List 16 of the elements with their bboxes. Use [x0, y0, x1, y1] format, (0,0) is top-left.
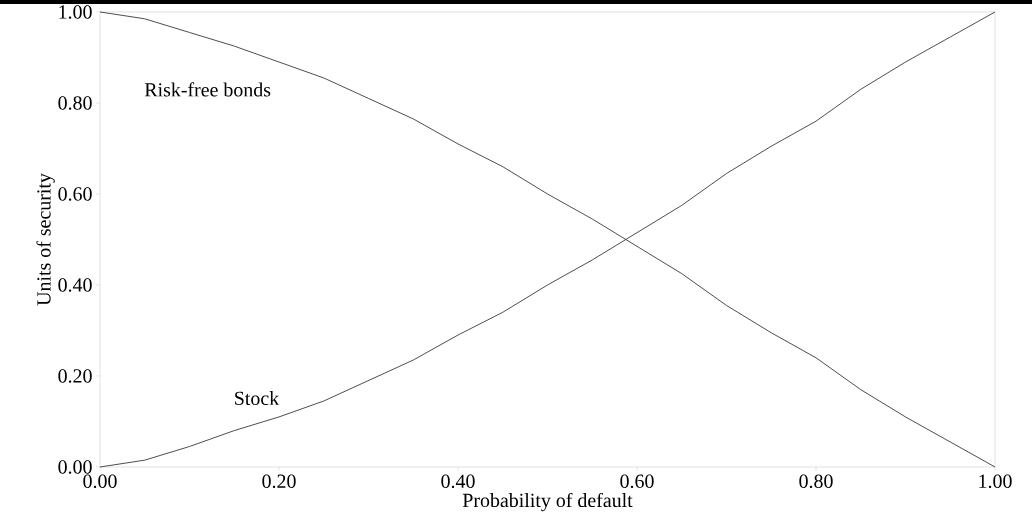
- x-tick-label: 0.60: [620, 474, 654, 489]
- y-tick-label: 0.00: [58, 460, 92, 474]
- x-tick-label: 1.00: [979, 474, 1012, 489]
- series-label: Stock: [235, 391, 280, 406]
- x-tick-label: 0.20: [262, 474, 296, 489]
- y-tick-label: 0.60: [58, 187, 92, 201]
- y-tick-label: 0.80: [58, 96, 92, 110]
- y-tick-label: 1.00: [59, 5, 92, 19]
- y-axis-title: Units of security: [36, 173, 55, 306]
- x-tick-label: 0.80: [799, 474, 833, 489]
- y-tick-label: 0.40: [58, 278, 92, 292]
- y-tick-label: 0.20: [58, 369, 92, 383]
- x-tick-label: 0.00: [83, 474, 117, 489]
- series-label: Risk-free bonds: [144, 82, 271, 97]
- x-axis-title: Probability of default: [462, 492, 633, 512]
- x-tick-label: 0.40: [441, 474, 475, 489]
